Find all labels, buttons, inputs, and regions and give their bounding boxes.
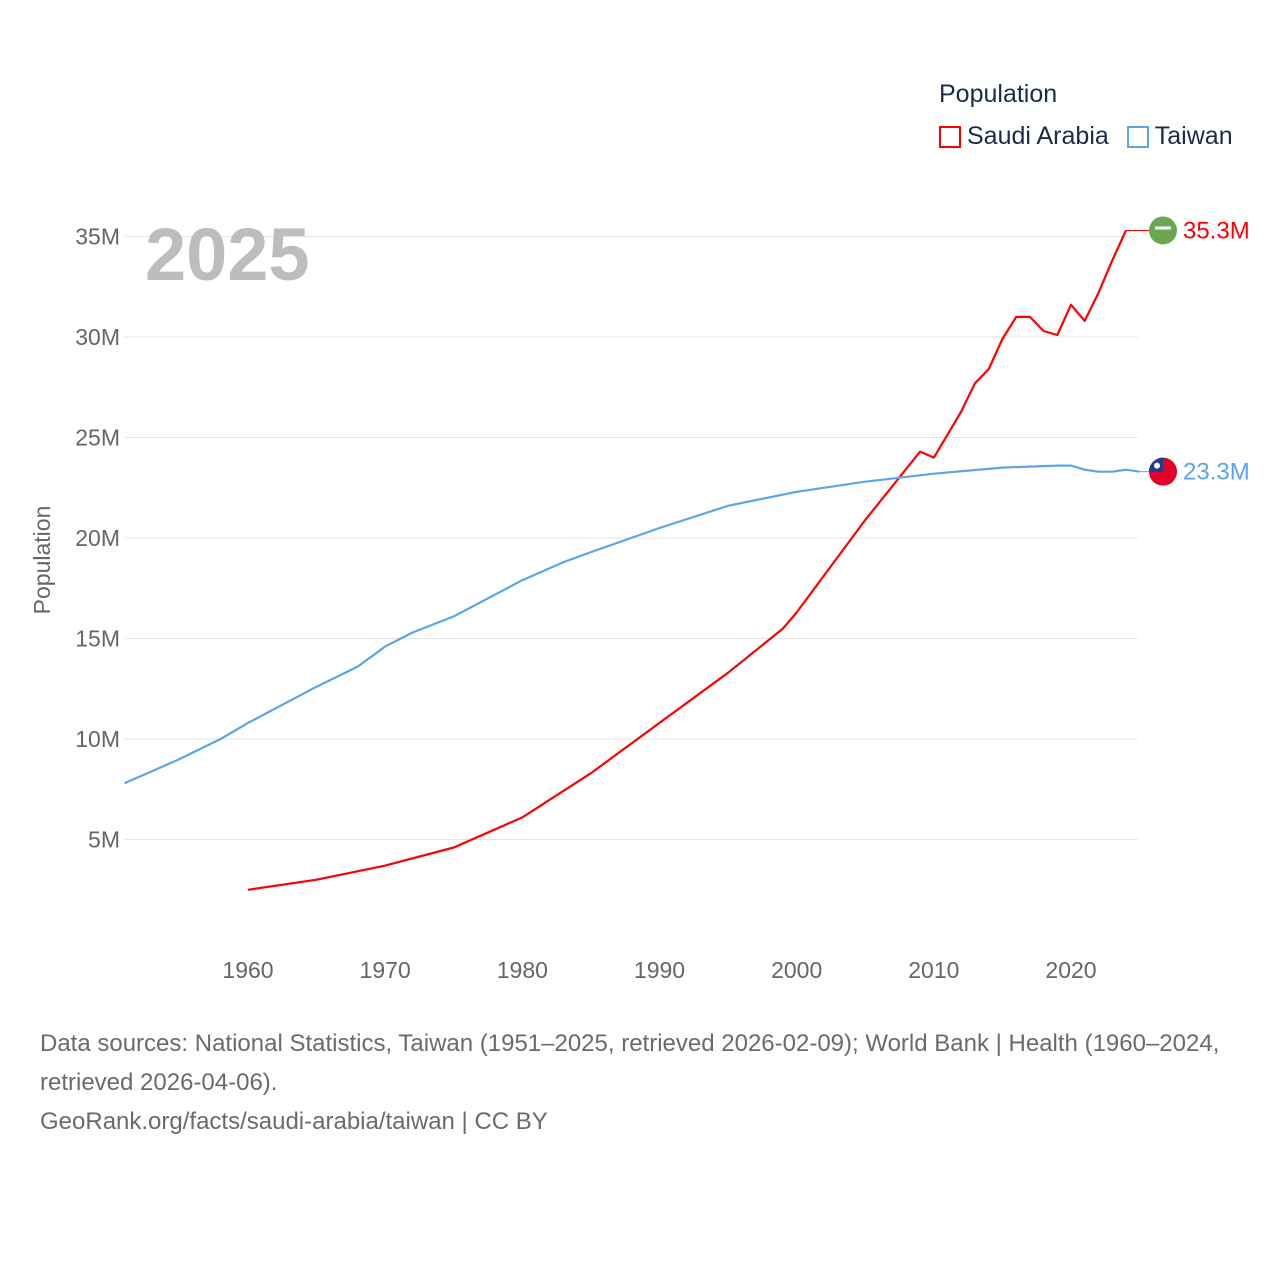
year-label: 2025 bbox=[145, 213, 310, 296]
series-line-saudi-arabia bbox=[247, 230, 1127, 891]
y-axis-label: Population bbox=[29, 506, 55, 615]
taiwan-flag-sun bbox=[1154, 462, 1160, 469]
end-value-label: 35.3M bbox=[1183, 217, 1250, 244]
x-tick-label: 1990 bbox=[634, 957, 685, 983]
legend-swatch-saudi-arabia bbox=[939, 125, 961, 148]
legend-label: Taiwan bbox=[1154, 122, 1233, 150]
x-tick-label: 1960 bbox=[222, 957, 273, 983]
credit-link[interactable]: GeoRank.org/facts/saudi-arabia/taiwan | … bbox=[40, 1108, 548, 1135]
y-tick-label: 30M bbox=[75, 324, 120, 350]
saudi-flag-icon bbox=[1149, 216, 1177, 245]
x-tick-label: 1970 bbox=[360, 957, 411, 983]
end-value-label: 23.3M bbox=[1183, 459, 1250, 486]
series-line-taiwan bbox=[124, 464, 1140, 785]
legend-item-taiwan[interactable]: Taiwan bbox=[1126, 122, 1233, 151]
x-tick-label: 2020 bbox=[1045, 957, 1096, 983]
y-tick-label: 35M bbox=[75, 224, 120, 250]
legend-swatch-taiwan bbox=[1126, 125, 1149, 148]
y-tick-label: 5M bbox=[88, 827, 120, 853]
footer: Data sources: National Statistics, Taiwa… bbox=[40, 1024, 1250, 1141]
legend: Saudi Arabia Taiwan bbox=[939, 122, 1233, 151]
x-tick-label: 2000 bbox=[771, 957, 822, 983]
x-tick-label: 2010 bbox=[908, 957, 959, 983]
saudi-flag-script bbox=[1155, 226, 1171, 230]
y-tick-label: 20M bbox=[75, 525, 120, 551]
y-tick-label: 10M bbox=[75, 726, 120, 752]
legend-item-saudi-arabia[interactable]: Saudi Arabia bbox=[939, 122, 1109, 151]
y-tick-label: 15M bbox=[75, 626, 120, 652]
legend-title: Population bbox=[939, 80, 1058, 108]
data-sources: Data sources: National Statistics, Taiwa… bbox=[40, 1030, 1220, 1096]
legend-label: Saudi Arabia bbox=[967, 122, 1109, 150]
y-tick-label: 25M bbox=[75, 425, 120, 451]
x-tick-label: 1980 bbox=[497, 957, 548, 983]
